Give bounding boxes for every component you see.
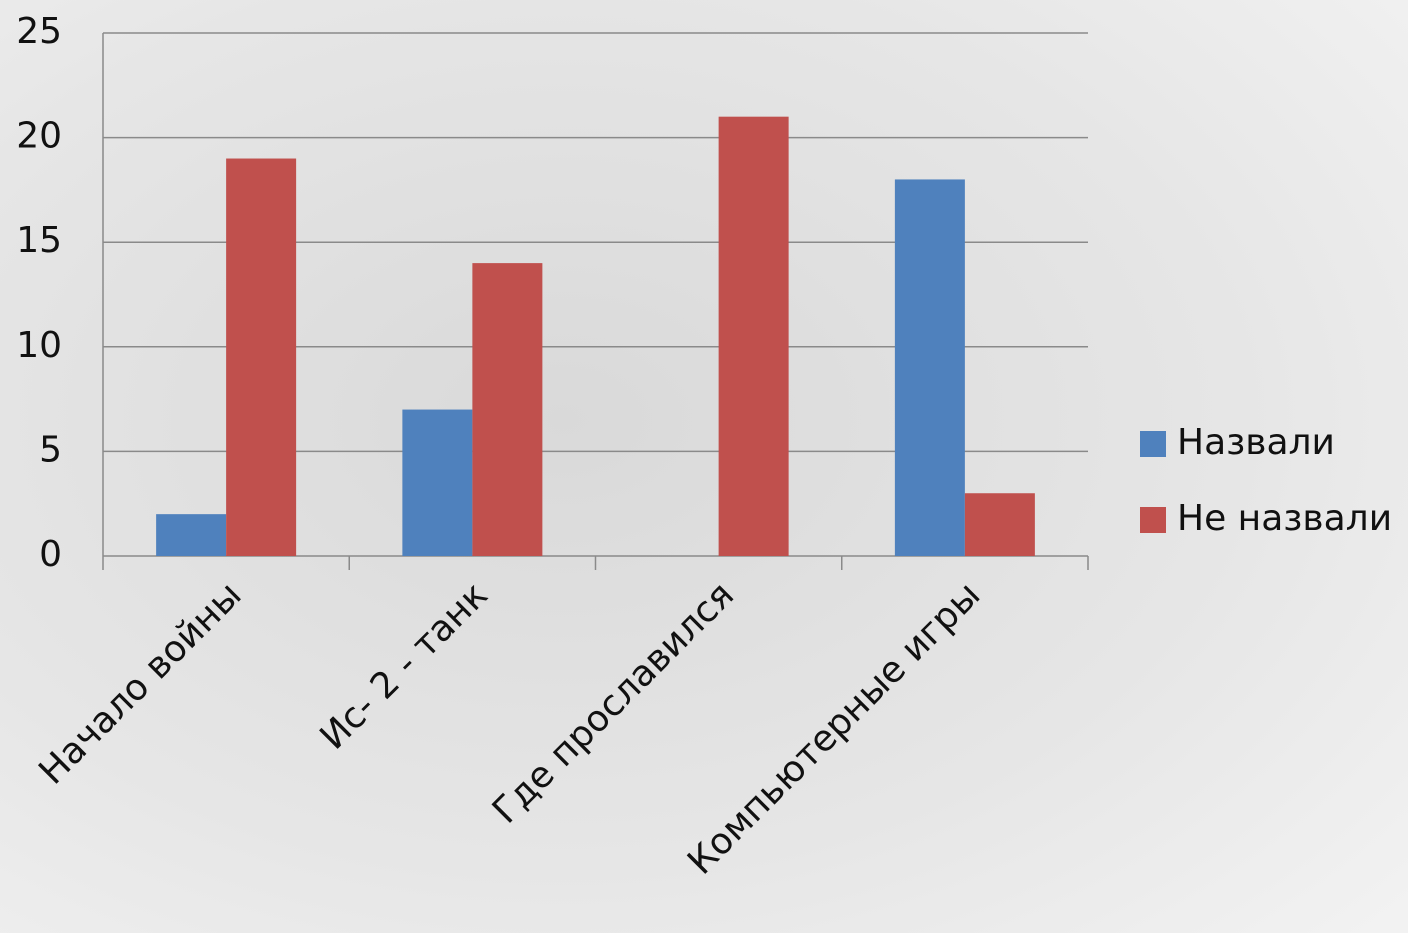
legend-swatch: [1140, 431, 1166, 457]
y-tick-label: 5: [39, 429, 62, 470]
y-tick-label: 15: [16, 220, 62, 261]
y-tick-label: 0: [39, 534, 62, 575]
bar: [156, 514, 227, 556]
bar: [402, 409, 473, 556]
bar: [226, 158, 297, 556]
y-tick-label: 20: [16, 116, 62, 157]
y-tick-label: 10: [16, 325, 62, 366]
legend-label: Назвали: [1177, 422, 1335, 463]
bar: [894, 179, 965, 556]
legend-label: Не назвали: [1177, 498, 1392, 539]
bar: [718, 116, 789, 557]
bar: [472, 263, 543, 556]
legend-swatch: [1140, 507, 1166, 533]
y-tick-label: 25: [16, 11, 62, 52]
bar: [964, 493, 1035, 556]
